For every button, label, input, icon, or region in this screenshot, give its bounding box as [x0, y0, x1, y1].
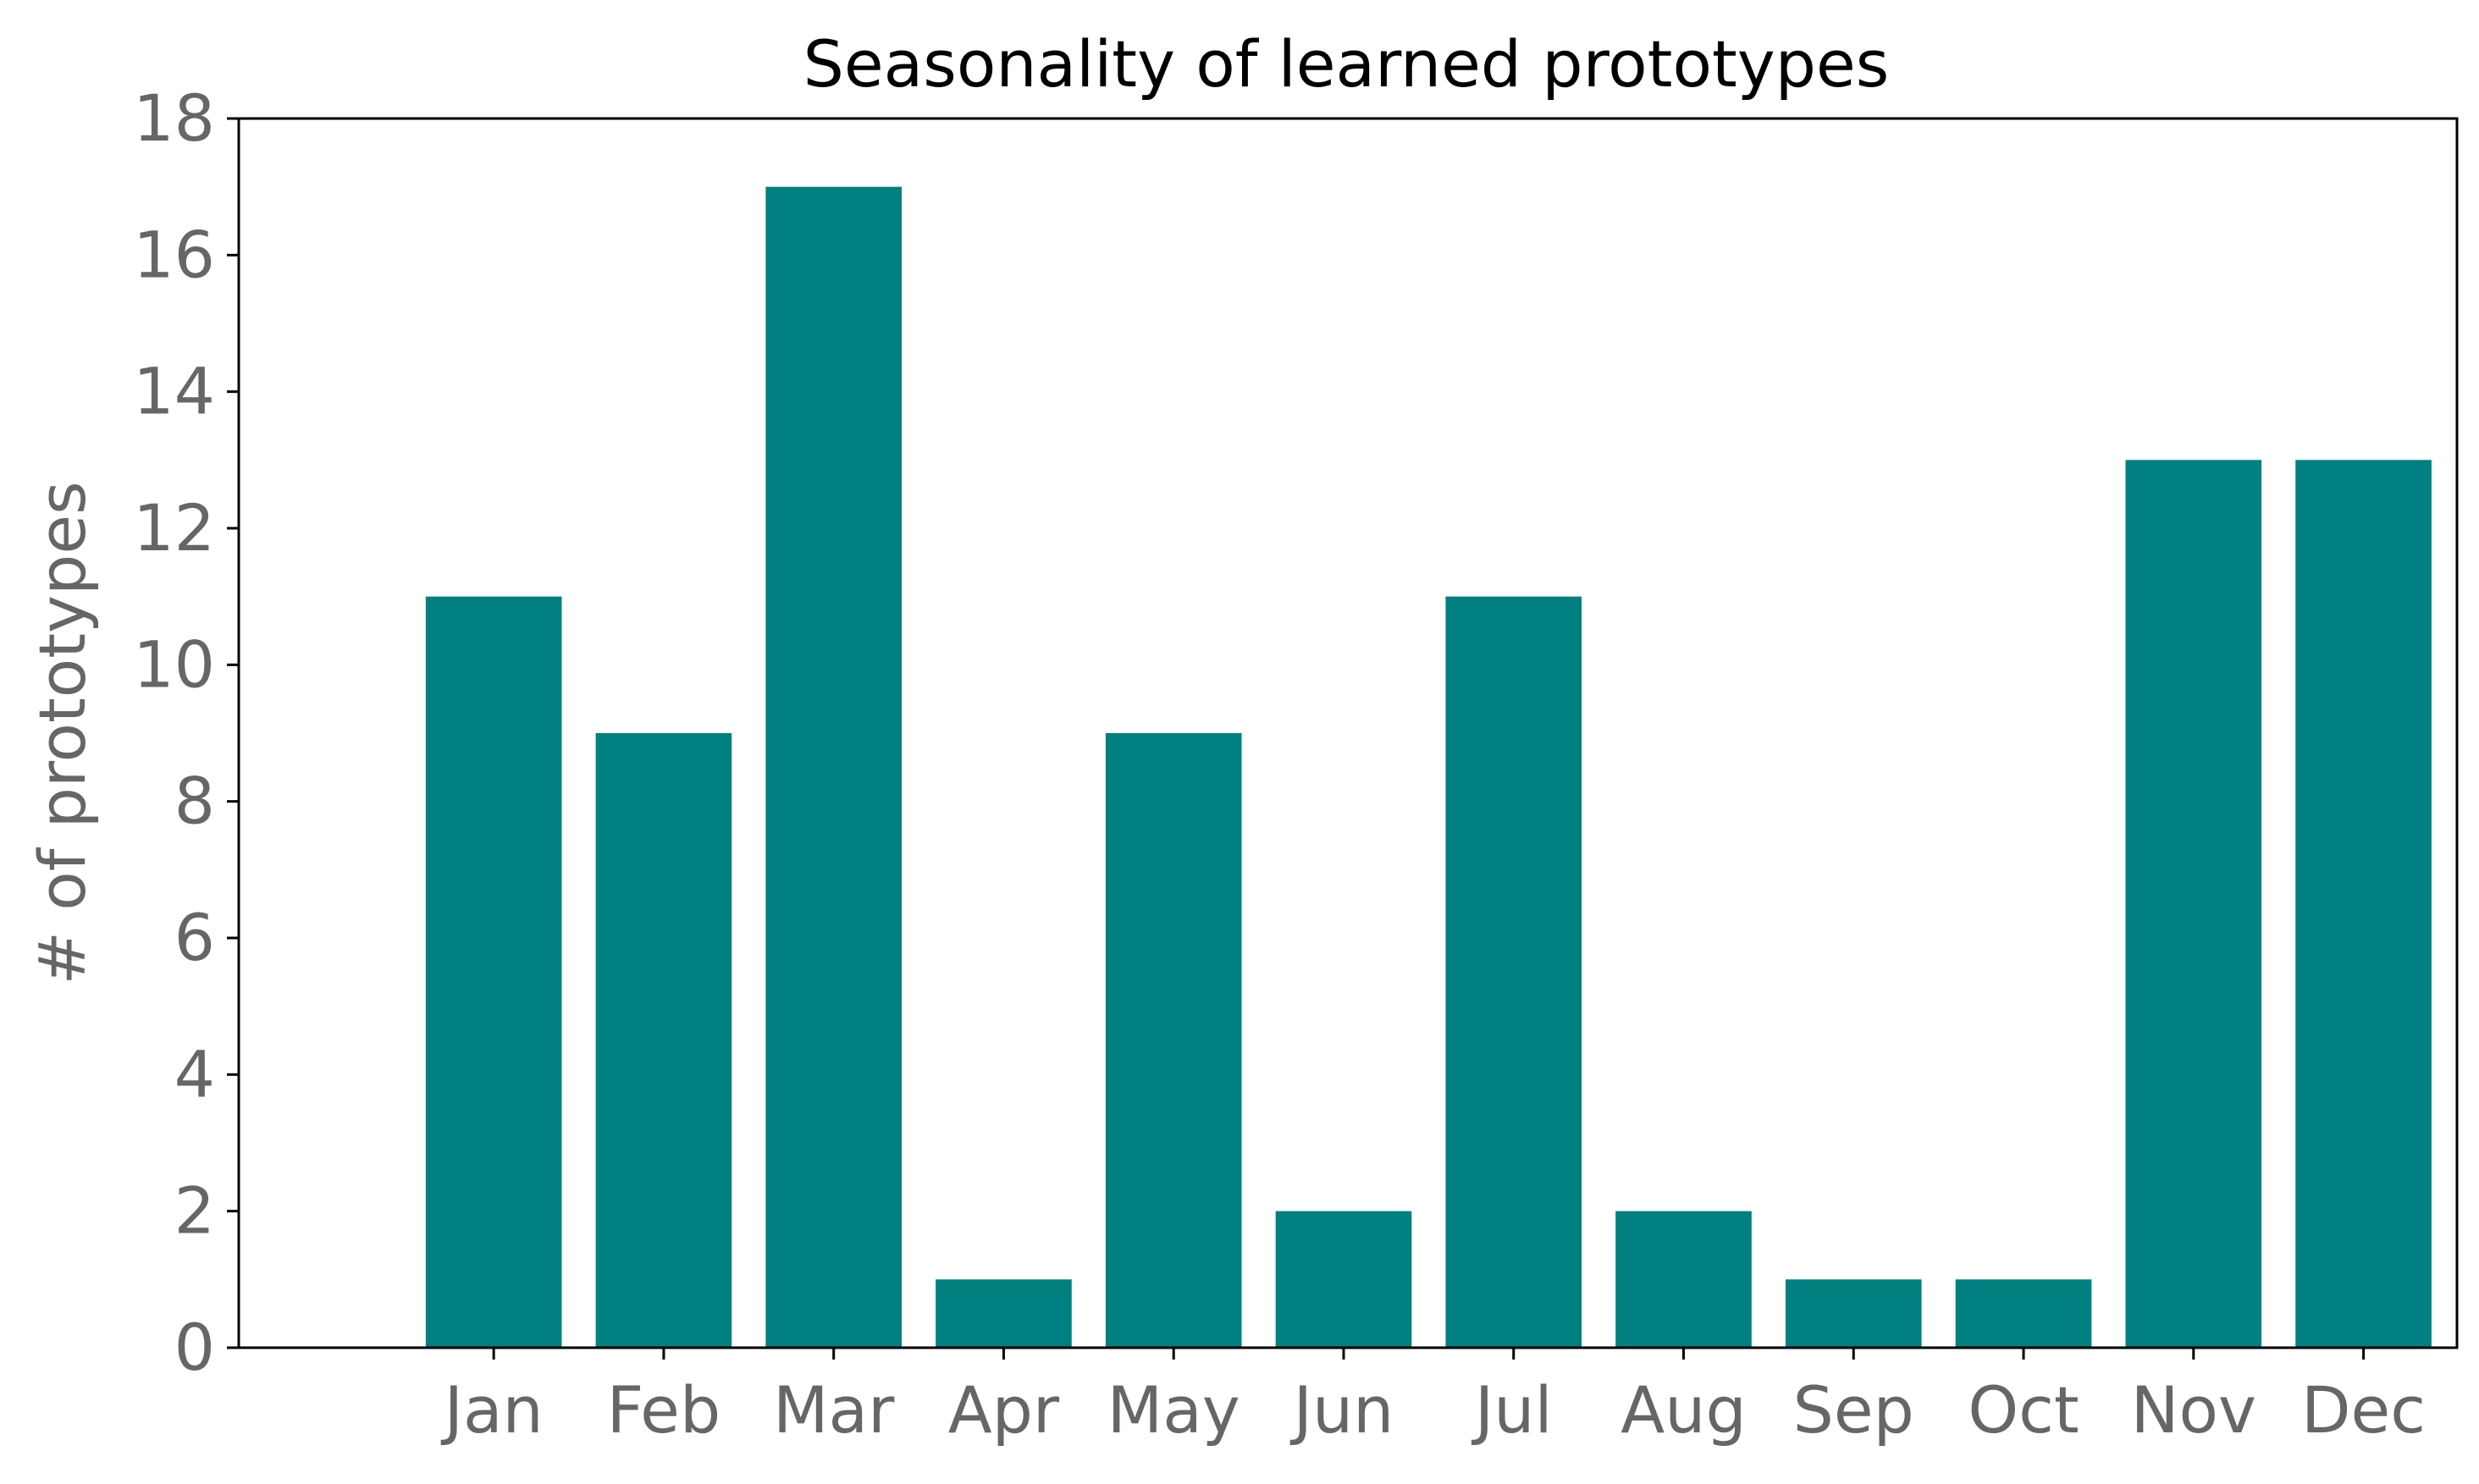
- chart-title: Seasonality of learned prototypes: [803, 26, 1890, 102]
- bar-jan: [425, 596, 562, 1348]
- y-tick-label: 6: [174, 900, 215, 975]
- y-tick-label: 10: [133, 626, 215, 702]
- bars-layer: [425, 186, 2432, 1349]
- y-tick-label: 12: [133, 490, 215, 565]
- bar-aug: [1615, 1211, 1752, 1348]
- plot-frame: [237, 117, 2459, 1349]
- y-axis: 0 2 4 6 8 10 12 14 16 18: [133, 80, 239, 1385]
- bar-dec: [2295, 460, 2432, 1349]
- y-tick-label: 0: [174, 1310, 215, 1385]
- bar-nov: [2125, 460, 2262, 1349]
- x-tick-label-oct: Oct: [1968, 1372, 2079, 1448]
- bar-mar: [765, 186, 902, 1349]
- x-tick-label-feb: Feb: [607, 1372, 721, 1448]
- bar-jun: [1275, 1211, 1412, 1348]
- x-tick-label-aug: Aug: [1620, 1372, 1746, 1448]
- x-tick-label-apr: Apr: [948, 1372, 1060, 1448]
- bar-feb: [595, 733, 732, 1348]
- y-tick-label: 18: [133, 80, 215, 156]
- y-axis-label: # of prototypes: [25, 481, 100, 985]
- y-tick-label: 14: [133, 354, 215, 429]
- y-tick-label: 16: [133, 217, 215, 292]
- y-tick-label: 2: [174, 1173, 215, 1249]
- bar-oct: [1955, 1279, 2092, 1348]
- bar-jul: [1445, 596, 1582, 1348]
- x-tick-label-jun: Jun: [1290, 1372, 1394, 1448]
- y-tick-label: 4: [174, 1036, 215, 1112]
- x-tick-label-jan: Jan: [441, 1372, 544, 1448]
- x-axis: Jan Feb Mar Apr May Jun Jul Aug Sep Oct Nov Dec: [441, 1348, 2426, 1448]
- bar-sep: [1785, 1279, 1922, 1348]
- y-tick-label: 8: [174, 764, 215, 839]
- x-tick-label-may: May: [1107, 1372, 1240, 1448]
- x-tick-label-jul: Jul: [1471, 1372, 1553, 1448]
- bar-may: [1105, 733, 1242, 1348]
- x-tick-label-dec: Dec: [2301, 1372, 2426, 1448]
- x-tick-label-sep: Sep: [1793, 1372, 1914, 1448]
- bar-apr: [936, 1279, 1072, 1348]
- x-tick-label-mar: Mar: [773, 1372, 895, 1448]
- x-tick-label-nov: Nov: [2131, 1372, 2256, 1448]
